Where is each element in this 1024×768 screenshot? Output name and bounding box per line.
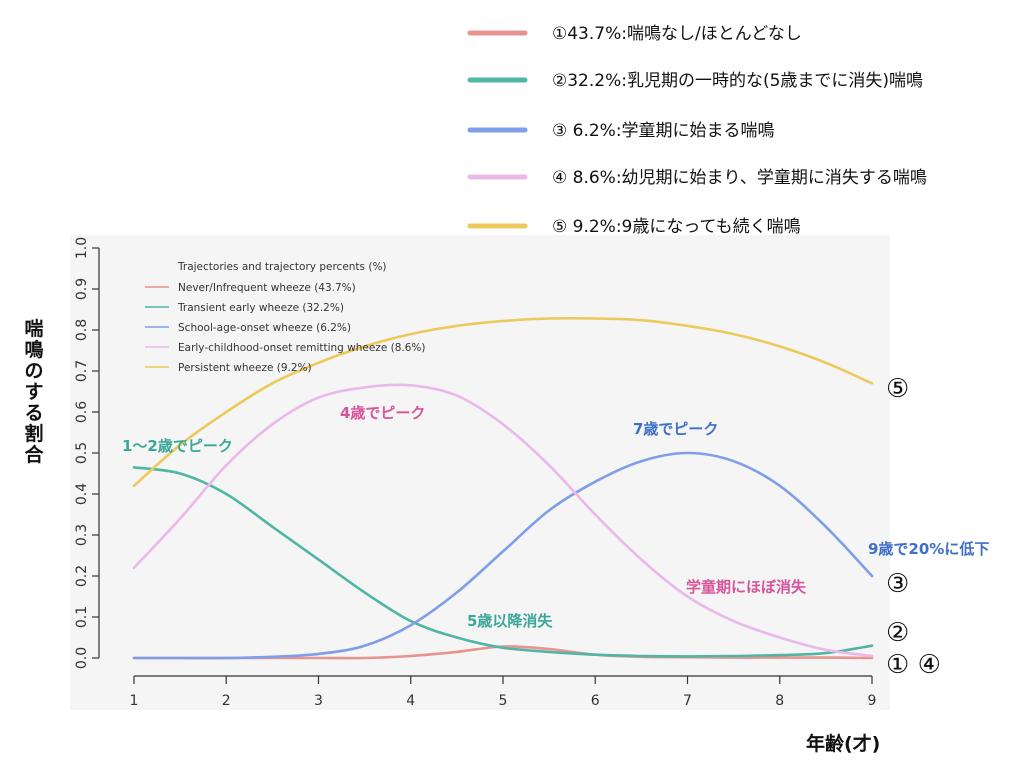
x-tick-label: 1 bbox=[130, 693, 139, 709]
series-line-4 bbox=[132, 383, 874, 658]
y-tick-label: 0.2 bbox=[74, 565, 90, 587]
y-tick-label: 0.8 bbox=[74, 319, 90, 341]
x-tick-label: 7 bbox=[683, 693, 692, 709]
series-line-5 bbox=[132, 316, 874, 488]
end-marker-transient: ② bbox=[886, 618, 909, 648]
y-tick-label: 0.1 bbox=[74, 606, 90, 628]
y-tick-label: 0.9 bbox=[74, 278, 90, 300]
y-axis-title-char: る bbox=[24, 402, 43, 424]
y-axis-title-char: の bbox=[24, 360, 43, 382]
annotation-transient-gone: 5歳以降消失 bbox=[467, 612, 553, 630]
top-legend-label-3: ③ 6.2%:学童期に始まる喘鳴 bbox=[552, 121, 775, 141]
x-axis-title: 年齢(才) bbox=[806, 732, 880, 755]
inner-legend-title: Trajectories and trajectory percents (%) bbox=[177, 261, 387, 273]
annotation-transient-peak: 1〜2歳でピーク bbox=[122, 437, 233, 455]
x-tick-label: 5 bbox=[499, 693, 508, 709]
top-legend-item: ⑤ 9.2%:9歳になっても続く喘鳴 bbox=[467, 217, 801, 237]
x-tick-label: 8 bbox=[775, 693, 784, 709]
y-axis-title-char: 喘 bbox=[24, 317, 43, 340]
inner-legend-label-1: Never/Infrequent wheeze (43.7%) bbox=[178, 282, 356, 294]
y-axis: 0.0 0.1 0.2 0.3 0.4 0.5 0.6 0.7 0.8 0.9 1.0 bbox=[74, 237, 100, 669]
series-line-2 bbox=[132, 466, 874, 658]
inner-legend-label-5: Persistent wheeze (9.2%) bbox=[178, 362, 312, 374]
end-marker-persistent: ⑤ bbox=[886, 374, 909, 404]
top-legend-label-2: ②32.2%:乳児期の一時的な(5歳までに消失)喘鳴 bbox=[552, 71, 923, 91]
annotation-school-decline: 9歳で20%に低下 bbox=[868, 540, 989, 558]
end-marker-school-age: ③ bbox=[886, 569, 909, 599]
inner-legend: Trajectories and trajectory percents (%)… bbox=[145, 261, 426, 374]
x-tick-label: 6 bbox=[591, 693, 600, 709]
y-tick-label: 0.4 bbox=[74, 483, 90, 505]
x-tick-label: 2 bbox=[222, 693, 231, 709]
y-tick-label: 0.6 bbox=[74, 401, 90, 423]
series-layer bbox=[132, 316, 874, 660]
y-axis-title-char: 割 bbox=[24, 422, 43, 445]
y-tick-label: 1.0 bbox=[74, 237, 90, 259]
top-legend: ①43.7%:喘鳴なし/ほとんどなし ②32.2%:乳児期の一時的な(5歳までに… bbox=[467, 24, 927, 237]
y-tick-label: 0.0 bbox=[74, 647, 90, 669]
series-line-3 bbox=[132, 451, 874, 660]
top-legend-item: ②32.2%:乳児期の一時的な(5歳までに消失)喘鳴 bbox=[467, 71, 923, 91]
inner-legend-label-4: Early-childhood-onset remitting wheeze (… bbox=[178, 342, 426, 354]
top-legend-label-1: ①43.7%:喘鳴なし/ほとんどなし bbox=[552, 24, 802, 44]
y-tick-label: 0.3 bbox=[74, 524, 90, 546]
top-legend-item: ①43.7%:喘鳴なし/ほとんどなし bbox=[467, 24, 802, 44]
annotations: 1〜2歳でピーク 4歳でピーク 7歳でピーク 9歳で20%に低下 学童期にほぼ消… bbox=[122, 404, 989, 630]
y-tick-label: 0.7 bbox=[74, 360, 90, 382]
x-tick-label: 3 bbox=[314, 693, 323, 709]
x-axis: 1 2 3 4 5 6 7 8 9 bbox=[130, 675, 877, 709]
top-legend-label-4: ④ 8.6%:幼児期に始まり、学童期に消失する喘鳴 bbox=[552, 168, 927, 188]
top-legend-item: ④ 8.6%:幼児期に始まり、学童期に消失する喘鳴 bbox=[467, 168, 927, 188]
annotation-remitting-gone: 学童期にほぼ消失 bbox=[686, 578, 807, 596]
y-axis-title-char: 合 bbox=[24, 443, 44, 466]
end-marker-never-remitting: ① ④ bbox=[886, 650, 941, 680]
annotation-remitting-peak: 4歳でピーク bbox=[340, 404, 425, 422]
x-tick-label: 4 bbox=[406, 693, 415, 709]
annotation-school-peak: 7歳でピーク bbox=[633, 420, 718, 438]
x-tick-label: 9 bbox=[868, 693, 877, 709]
inner-legend-label-3: School-age-onset wheeze (6.2%) bbox=[178, 322, 351, 334]
plot-background bbox=[70, 235, 890, 710]
top-legend-label-5: ⑤ 9.2%:9歳になっても続く喘鳴 bbox=[552, 217, 801, 237]
y-axis-title-char: 鳴 bbox=[24, 338, 43, 361]
y-tick-label: 0.5 bbox=[74, 442, 90, 464]
end-markers: ⑤ ③ ② ① ④ bbox=[886, 374, 941, 680]
y-axis-title-char: す bbox=[24, 381, 43, 403]
inner-legend-label-2: Transient early wheeze (32.2%) bbox=[177, 302, 344, 314]
top-legend-item: ③ 6.2%:学童期に始まる喘鳴 bbox=[467, 121, 775, 141]
